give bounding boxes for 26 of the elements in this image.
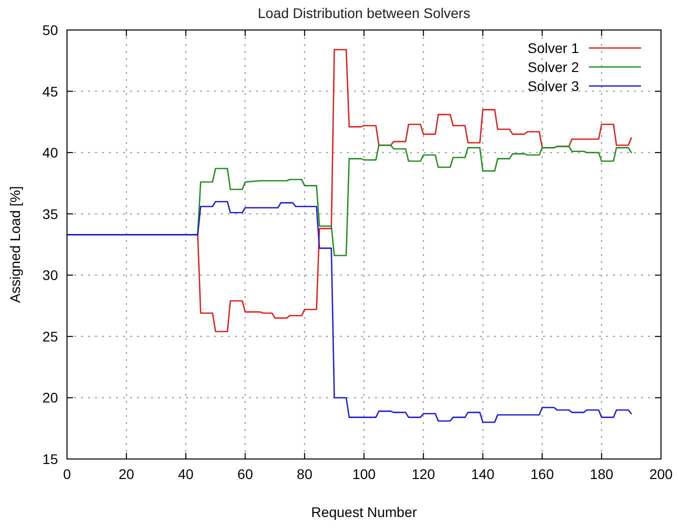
x-tick-label: 120 <box>412 466 436 482</box>
x-tick-label: 80 <box>296 466 313 482</box>
y-tick-label: 35 <box>42 206 58 222</box>
x-tick-label: 40 <box>178 466 194 482</box>
chart-title: Load Distribution between Solvers <box>258 5 470 21</box>
legend-label: Solver 3 <box>528 78 580 94</box>
y-tick-label: 30 <box>42 267 58 284</box>
x-tick-label: 160 <box>530 466 554 482</box>
x-tick-label: 200 <box>649 466 673 482</box>
x-tick-label: 0 <box>63 466 72 482</box>
y-tick-label: 20 <box>42 390 58 406</box>
y-tick-label: 40 <box>42 144 58 161</box>
x-tick-label: 20 <box>118 466 134 482</box>
y-tick-label: 50 <box>42 22 58 38</box>
y-axis-title: Assigned Load [%] <box>7 186 23 303</box>
x-tick-label: 140 <box>471 466 495 482</box>
x-tick-label: 60 <box>237 466 254 482</box>
line-series <box>66 200 632 423</box>
y-tick-label: 45 <box>42 83 58 100</box>
x-axis-title: Request Number <box>311 504 418 520</box>
x-tick-label: 180 <box>590 466 614 482</box>
y-tick-label: 25 <box>42 328 58 344</box>
x-tick-label: 100 <box>352 466 376 482</box>
legend-label: Solver 1 <box>528 40 580 56</box>
legend-label: Solver 2 <box>528 59 580 75</box>
y-tick-label: 15 <box>42 451 58 467</box>
